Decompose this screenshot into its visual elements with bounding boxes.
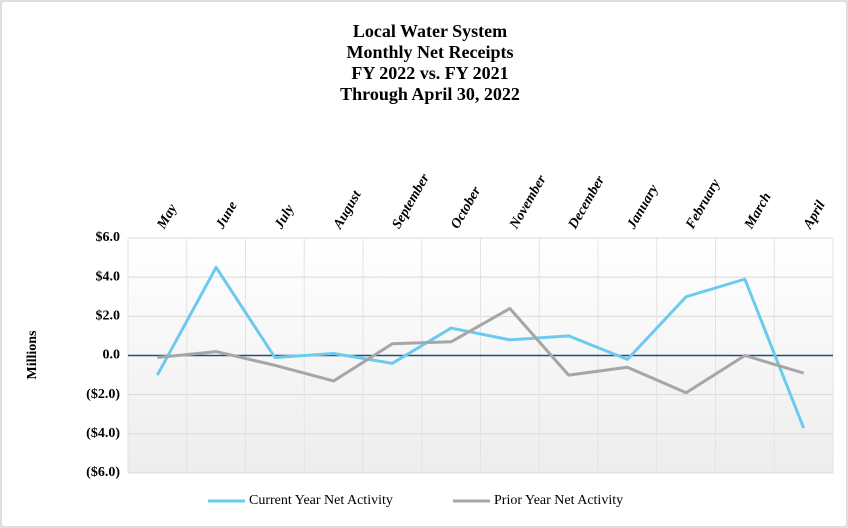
chart-title: Local Water System (353, 21, 507, 41)
y-tick-label: ($2.0) (86, 387, 120, 402)
y-tick-label: ($6.0) (86, 465, 120, 480)
y-axis-label: Millions (25, 330, 40, 380)
chart-title: FY 2022 vs. FY 2021 (351, 63, 508, 83)
series-line (156, 265, 806, 429)
chart-title: Monthly Net Receipts (347, 42, 514, 62)
y-tick-label: ($4.0) (86, 426, 120, 441)
legend-label: Prior Year Net Activity (494, 493, 623, 508)
chart-title: Through April 30, 2022 (340, 84, 520, 104)
y-tick-label: $6.0 (96, 230, 121, 245)
y-tick-label: $2.0 (96, 309, 121, 324)
legend-label: Current Year Net Activity (249, 493, 393, 508)
y-tick-label: 0.0 (103, 348, 121, 363)
y-tick-label: $4.0 (96, 269, 121, 284)
series-line (157, 307, 805, 395)
